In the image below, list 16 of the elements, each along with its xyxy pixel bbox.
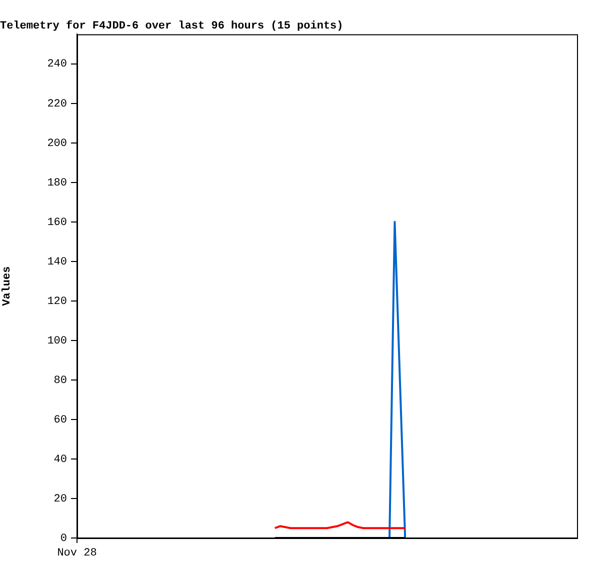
chart-title: Telemetry for F4JDD-6 over last 96 hours (15 points) [0,19,344,32]
x-tick-label: Nov 28 [57,548,97,560]
y-tick-label: 120 [47,296,67,308]
y-tick-label: 240 [47,58,67,71]
y-tick-label: 160 [47,216,67,229]
y-tick-label: 40 [54,454,67,466]
y-tick-label: 100 [47,335,67,348]
y-tick-label: 20 [54,493,67,506]
y-tick-label: 180 [47,177,67,190]
y-tick-label: 200 [47,138,67,150]
y-tick-label: 60 [54,414,67,426]
y-axis-title: Values [1,266,14,306]
y-tick-label: 0 [60,532,67,545]
y-tick-label: 80 [54,374,67,387]
y-tick-label: 140 [47,256,67,268]
y-tick-label: 220 [47,98,67,110]
